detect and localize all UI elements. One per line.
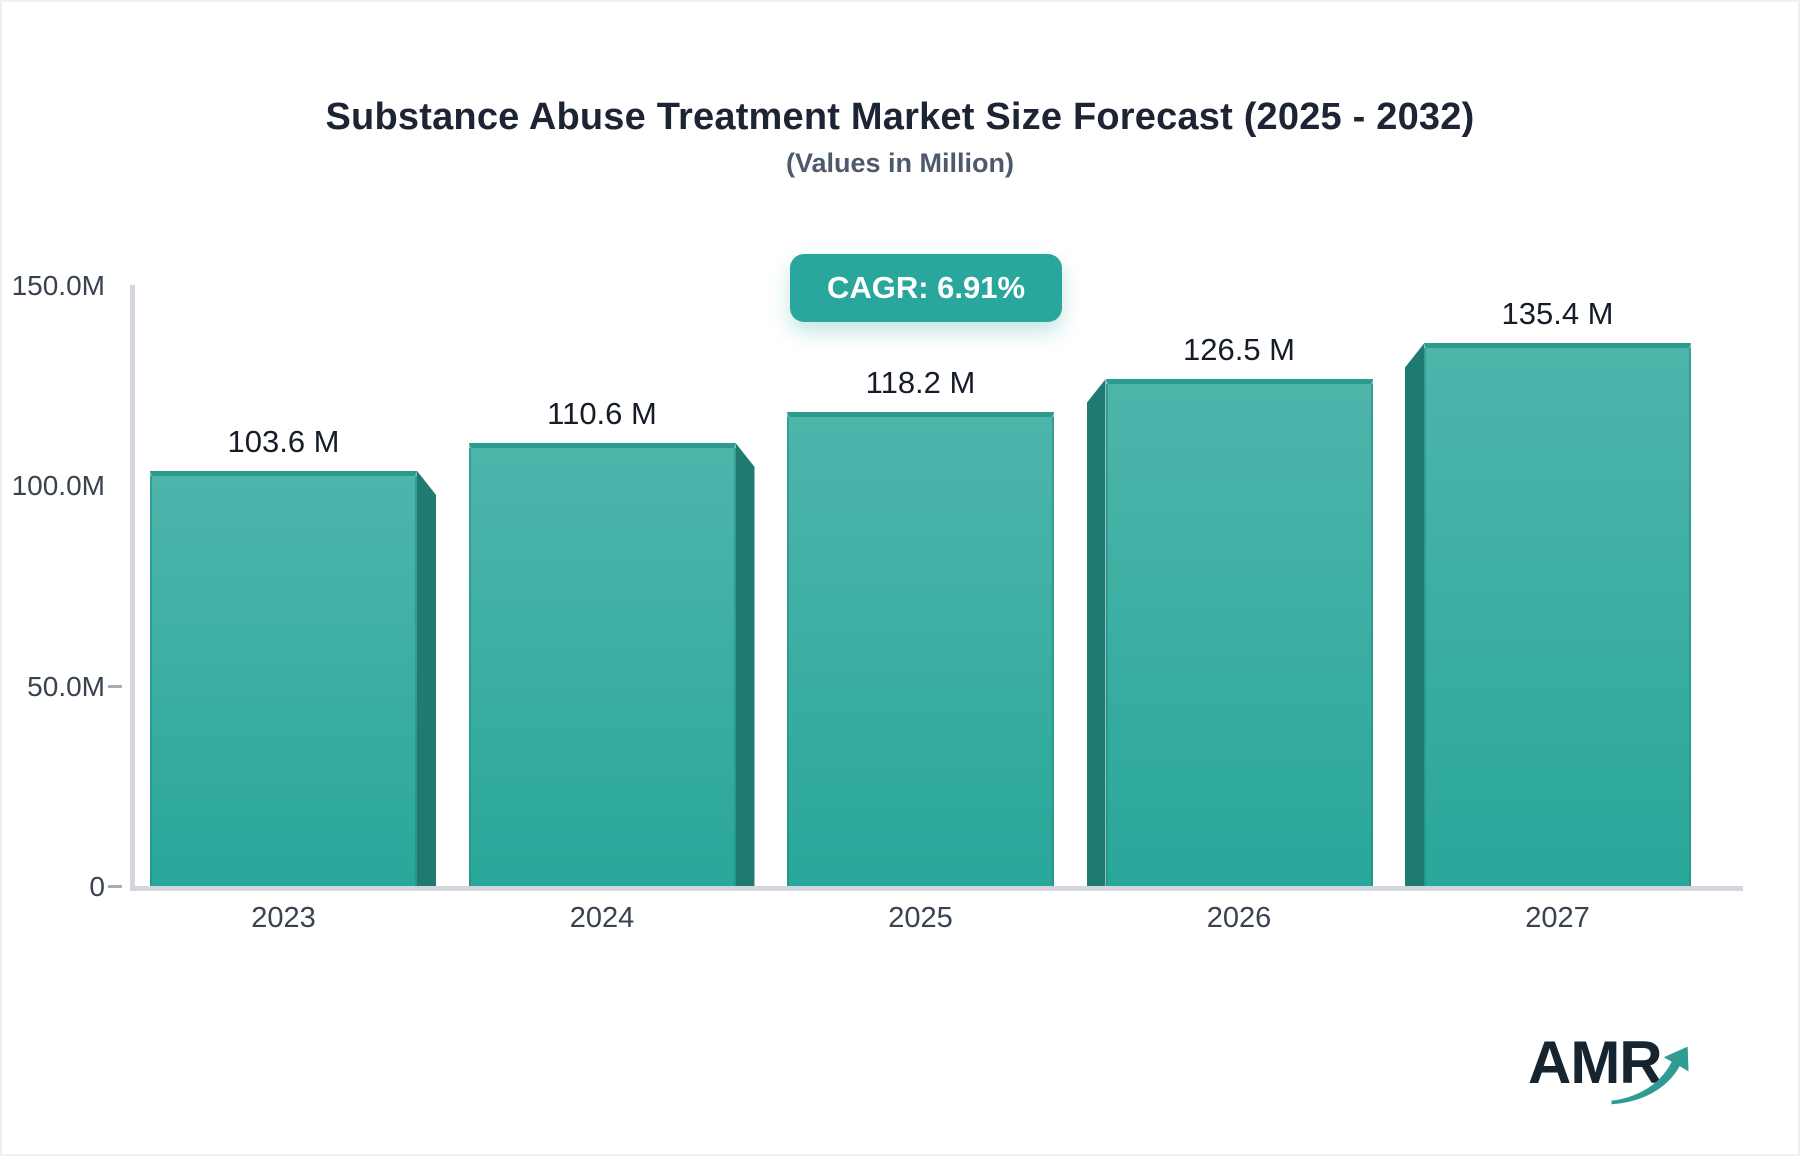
bar xyxy=(1105,379,1373,886)
growth-arrow-icon xyxy=(1611,1046,1689,1105)
x-axis-tick-label: 2027 xyxy=(1525,902,1590,934)
bar-side-face xyxy=(1086,379,1106,886)
bar-side-face xyxy=(735,442,755,886)
y-axis-tick-label: 50.0M xyxy=(27,670,105,702)
y-axis-line xyxy=(130,285,135,891)
bar-side-face xyxy=(1405,343,1424,886)
x-axis-line xyxy=(130,886,1743,891)
bar-value-label: 135.4 M xyxy=(1501,296,1614,332)
bar xyxy=(1424,343,1691,886)
bar xyxy=(150,470,417,886)
amr-logo: AMR xyxy=(1528,1028,1748,1118)
x-axis-tick-label: 2025 xyxy=(888,902,953,934)
bar-value-label: 126.5 M xyxy=(1182,332,1295,368)
x-axis-tick-label: 2026 xyxy=(1206,902,1272,934)
cagr-badge: CAGR: 6.91% xyxy=(790,254,1062,322)
bar xyxy=(787,412,1054,886)
bar-value-label: 110.6 M xyxy=(547,395,657,431)
y-axis-tick-label: 100.0M xyxy=(11,470,105,502)
chart-title: Substance Abuse Treatment Market Size Fo… xyxy=(325,96,1475,138)
y-axis-tick-mark xyxy=(108,684,122,688)
bar-value-label: 103.6 M xyxy=(227,423,340,459)
bar xyxy=(468,442,736,886)
bar-value-label: 118.2 M xyxy=(865,365,976,401)
y-axis-tick-label: 150.0M xyxy=(11,270,105,301)
x-axis-tick-label: 2023 xyxy=(251,902,316,934)
chart-subtitle: (Values in Million) xyxy=(785,148,1015,178)
x-axis-tick-label: 2024 xyxy=(569,902,635,934)
amr-logo-text: AMR xyxy=(1528,1029,1663,1096)
bar-side-face xyxy=(417,470,436,886)
y-axis-tick-mark xyxy=(108,885,122,888)
y-axis-tick-label: 0 xyxy=(89,871,105,902)
